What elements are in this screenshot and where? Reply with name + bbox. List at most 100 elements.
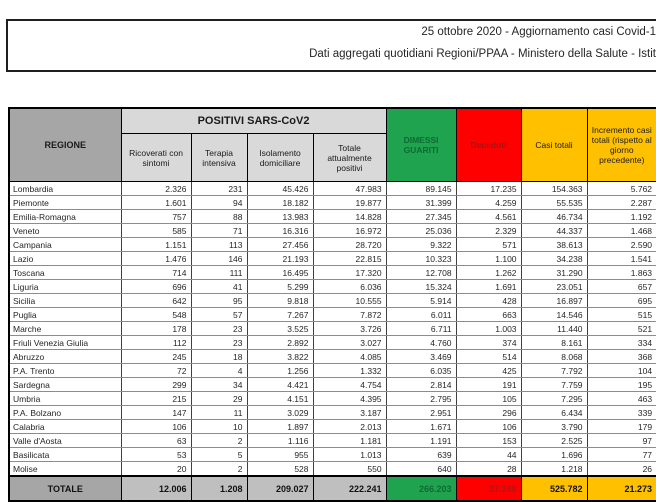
value-cell: 714 bbox=[120, 265, 192, 280]
value-cell: 2 bbox=[190, 461, 248, 477]
value-cell: 34 bbox=[190, 377, 248, 392]
value-cell: 20 bbox=[120, 461, 192, 477]
value-cell: 4.151 bbox=[246, 391, 314, 406]
column-header-deceduti: Deceduti bbox=[455, 107, 522, 182]
value-cell: 106 bbox=[120, 419, 192, 434]
value-cell: 191 bbox=[455, 377, 522, 392]
value-cell: 657 bbox=[586, 279, 656, 294]
table-row: P.A. Trento 72 4 1.256 1.332 6.035 425 7.792 104 bbox=[8, 363, 656, 378]
table-row: Lombardia 2.326 231 45.426 47.983 89.145 17.23… bbox=[8, 181, 656, 196]
value-cell: 1.181 bbox=[312, 433, 387, 448]
value-cell: 71 bbox=[190, 223, 248, 238]
table-row: Friuli Venezia Giulia 112 23 2.892 3.027 4.76… bbox=[8, 335, 656, 350]
header-group-row: REGIONE POSITIVI SARS-CoV2 DIMESSI GUARI… bbox=[8, 107, 656, 182]
value-cell: 3.027 bbox=[312, 335, 387, 350]
value-cell: 215 bbox=[120, 391, 192, 406]
value-cell: 6.036 bbox=[312, 279, 387, 294]
value-cell: 4.395 bbox=[312, 391, 387, 406]
value-cell: 195 bbox=[586, 377, 656, 392]
header-sub-row: Ricoverati con sintomi Terapia intensiva… bbox=[9, 133, 656, 182]
value-cell: 548 bbox=[120, 307, 192, 322]
value-cell: 113 bbox=[190, 237, 248, 252]
table-body: Lombardia 2.326 231 45.426 47.983 89.145 17.23… bbox=[8, 181, 656, 477]
value-cell: 1.601 bbox=[120, 195, 192, 210]
table-row: Molise 20 2 528 550 640 28 1.218 26 bbox=[8, 461, 656, 477]
value-cell: 428 bbox=[455, 293, 522, 308]
totale-row: TOTALE 12.006 1.208 209.027 222.241 266.203 37… bbox=[8, 475, 656, 502]
value-cell: 23 bbox=[190, 335, 248, 350]
value-cell: 23 bbox=[190, 321, 248, 336]
region-cell: Friuli Venezia Giulia bbox=[8, 335, 122, 350]
value-cell: 146 bbox=[190, 251, 248, 266]
value-cell: 1.897 bbox=[246, 419, 314, 434]
value-cell: 25.036 bbox=[385, 223, 457, 238]
value-cell: 3.469 bbox=[385, 349, 457, 364]
value-cell: 8.068 bbox=[520, 349, 588, 364]
value-cell: 7.267 bbox=[246, 307, 314, 322]
value-cell: 97 bbox=[586, 433, 656, 448]
totale-value-cell: 12.006 bbox=[120, 475, 192, 502]
value-cell: 296 bbox=[455, 405, 522, 420]
value-cell: 10 bbox=[190, 419, 248, 434]
value-cell: 16.972 bbox=[312, 223, 387, 238]
value-cell: 299 bbox=[120, 377, 192, 392]
value-cell: 639 bbox=[385, 447, 457, 462]
value-cell: 463 bbox=[586, 391, 656, 406]
table-row: Sicilia 642 95 9.818 10.555 5.914 428 16.897 695 bbox=[8, 293, 656, 308]
value-cell: 31.290 bbox=[520, 265, 588, 280]
value-cell: 696 bbox=[120, 279, 192, 294]
column-header-casi-totali: Casi totali bbox=[520, 107, 588, 182]
value-cell: 521 bbox=[586, 321, 656, 336]
value-cell: 106 bbox=[455, 419, 522, 434]
value-cell: 4.561 bbox=[455, 209, 522, 224]
value-cell: 2.326 bbox=[120, 181, 192, 196]
value-cell: 14.828 bbox=[312, 209, 387, 224]
value-cell: 179 bbox=[586, 419, 656, 434]
value-cell: 2.795 bbox=[385, 391, 457, 406]
region-cell: P.A. Bolzano bbox=[8, 405, 122, 420]
region-cell: Puglia bbox=[8, 307, 122, 322]
value-cell: 18.182 bbox=[246, 195, 314, 210]
value-cell: 47.983 bbox=[312, 181, 387, 196]
region-cell: Valle d'Aosta bbox=[8, 433, 122, 448]
value-cell: 1.691 bbox=[455, 279, 522, 294]
value-cell: 425 bbox=[455, 363, 522, 378]
value-cell: 1.696 bbox=[520, 447, 588, 462]
value-cell: 1.332 bbox=[312, 363, 387, 378]
report-title: 25 ottobre 2020 - Aggiornamento casi Cov… bbox=[421, 26, 656, 38]
column-header-incremento-casi: Incremento casi totali (rispetto al gior… bbox=[586, 107, 656, 182]
value-cell: 23.051 bbox=[520, 279, 588, 294]
value-cell: 112 bbox=[120, 335, 192, 350]
value-cell: 2.590 bbox=[586, 237, 656, 252]
value-cell: 515 bbox=[586, 307, 656, 322]
value-cell: 3.822 bbox=[246, 349, 314, 364]
value-cell: 12.708 bbox=[385, 265, 457, 280]
value-cell: 7.295 bbox=[520, 391, 588, 406]
region-cell: Calabria bbox=[8, 419, 122, 434]
value-cell: 28 bbox=[455, 461, 522, 477]
value-cell: 9.322 bbox=[385, 237, 457, 252]
value-cell: 14.546 bbox=[520, 307, 588, 322]
value-cell: 111 bbox=[190, 265, 248, 280]
value-cell: 16.495 bbox=[246, 265, 314, 280]
totale-value-cell: 525.782 bbox=[520, 475, 588, 502]
value-cell: 550 bbox=[312, 461, 387, 477]
value-cell: 46.734 bbox=[520, 209, 588, 224]
region-cell: Abruzzo bbox=[8, 349, 122, 364]
totale-value-cell: 1.208 bbox=[190, 475, 248, 502]
value-cell: 72 bbox=[120, 363, 192, 378]
table-row: Umbria 215 29 4.151 4.395 2.795 105 7.295 463 bbox=[8, 391, 656, 406]
value-cell: 4.760 bbox=[385, 335, 457, 350]
table-row: Liguria 696 41 5.299 6.036 15.324 1.691 23.051 6… bbox=[8, 279, 656, 294]
value-cell: 2.287 bbox=[586, 195, 656, 210]
value-cell: 2 bbox=[190, 433, 248, 448]
value-cell: 514 bbox=[455, 349, 522, 364]
value-cell: 1.863 bbox=[586, 265, 656, 280]
value-cell: 2.814 bbox=[385, 377, 457, 392]
value-cell: 27.456 bbox=[246, 237, 314, 252]
table-row: Abruzzo 245 18 3.822 4.085 3.469 514 8.068 368 bbox=[8, 349, 656, 364]
value-cell: 27.345 bbox=[385, 209, 457, 224]
totale-label-cell: TOTALE bbox=[8, 475, 122, 502]
value-cell: 695 bbox=[586, 293, 656, 308]
value-cell: 16.897 bbox=[520, 293, 588, 308]
